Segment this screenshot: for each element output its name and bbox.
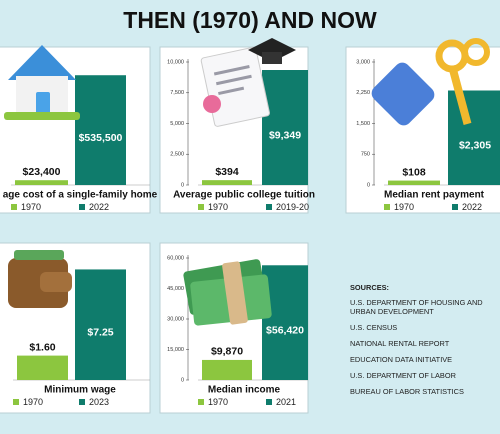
legend-swatch [79,399,85,405]
panel-title: age cost of a single-family home [3,190,158,201]
value-label: $394 [215,166,239,178]
bar [75,75,126,185]
y-tick-label: 5,000 [170,121,184,127]
key [462,38,490,66]
y-tick-label: 0 [367,182,370,188]
legend-swatch [198,399,204,405]
y-tick-label: 10,000 [167,59,184,65]
legend-label: 2023 [89,397,109,407]
bar [17,355,68,380]
y-tick-label: 15,000 [167,347,184,353]
legend-swatch [452,204,458,210]
illustrations [4,38,490,326]
grad-cap [248,38,296,62]
legend-swatch [198,204,204,210]
legend-label: 2022 [462,202,482,212]
bar [202,359,252,380]
legend-label: 2019-20 [276,202,309,212]
sources-heading: SOURCES: [350,283,390,292]
legend-label: 1970 [21,202,41,212]
legend-label: 1970 [208,397,228,407]
bar [388,180,440,185]
legend-label: 2021 [276,397,296,407]
value-label: $56,420 [266,324,304,336]
key-shaft [448,64,472,125]
panel-title: Average public college tuition [173,190,315,201]
source-item: EDUCATION DATA INITIATIVE [350,355,453,364]
panel-title: Median income [208,385,281,396]
source-item: U.S. CENSUS [350,323,398,332]
money-band [222,261,248,325]
value-label: $7.25 [87,327,113,339]
grad-cap-base [262,52,282,64]
legend-swatch [266,204,272,210]
legend-label: 1970 [23,397,43,407]
y-tick-label: 750 [361,152,370,158]
legend-label: 1970 [394,202,414,212]
bar [75,269,126,380]
sources: SOURCES: U.S. DEPARTMENT OF HOUSING AND … [350,283,500,403]
bar [262,265,308,380]
y-tick-label: 2,250 [356,90,370,96]
legend-swatch [266,399,272,405]
value-label: $9,349 [269,129,301,141]
y-tick-label: 0 [181,377,184,383]
source-item: U.S. DEPARTMENT OF LABOR [350,371,456,380]
panel-title: Median rent payment [384,190,485,201]
house-door [36,92,50,114]
bar [202,180,252,185]
y-tick-label: 2,500 [170,152,184,158]
value-label: $2,305 [459,140,491,152]
value-label: $9,870 [211,346,243,358]
wallet-bill [14,250,64,260]
seal [203,95,221,113]
y-tick-label: 0 [181,182,184,188]
y-tick-label: 60,000 [167,255,184,261]
value-label: $23,400 [23,166,61,178]
y-tick-label: 30,000 [167,316,184,322]
y-tick-label: 1,500 [356,121,370,127]
bar [262,70,308,185]
legend-swatch [384,204,390,210]
bar [15,180,68,185]
value-label: $535,500 [79,132,123,144]
y-tick-label: 7,500 [170,90,184,96]
panel-title: Minimum wage [44,385,116,396]
legend-label: 2022 [89,202,109,212]
y-tick-label: 3,000 [356,59,370,65]
legend-swatch [79,204,85,210]
page-title: THEN (1970) AND NOW [123,7,377,33]
bar [448,90,500,185]
wallet-clasp [40,272,72,292]
source-item: U.S. DEPARTMENT OF HOUSING AND URBAN DEV… [350,298,483,316]
house-roof [8,45,76,80]
legend-label: 1970 [208,202,228,212]
legend-swatch [13,399,19,405]
key-tag [371,62,435,126]
source-item: BUREAU OF LABOR STATISTICS [350,387,464,396]
wallet [8,258,68,308]
source-item: NATIONAL RENTAL REPORT [350,339,450,348]
house-lawn [4,112,80,120]
value-label: $1.60 [29,341,55,353]
y-tick-label: 45,000 [167,286,184,292]
value-label: $108 [402,166,426,178]
legend-swatch [11,204,17,210]
